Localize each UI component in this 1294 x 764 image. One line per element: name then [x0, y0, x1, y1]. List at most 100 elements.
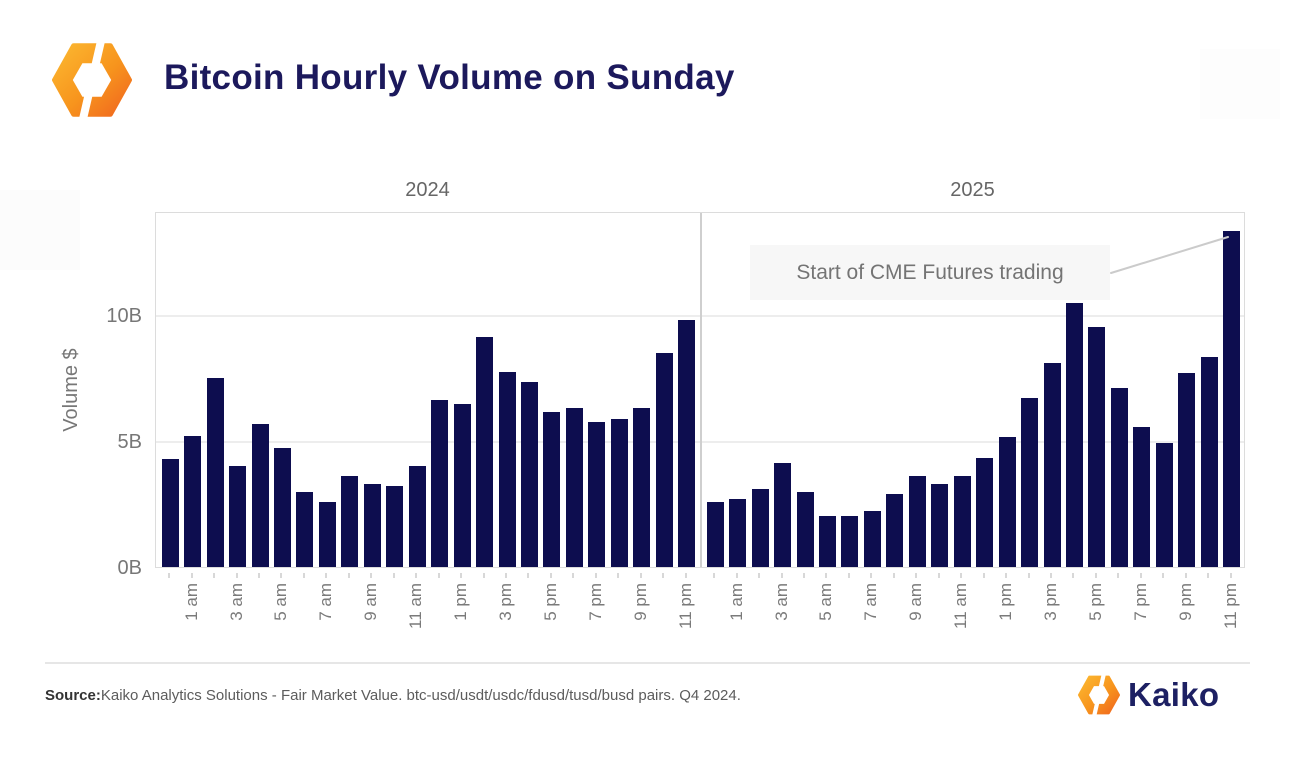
bar	[588, 421, 606, 567]
x-slot: 9 pm	[1175, 573, 1197, 665]
bar-slot	[1063, 213, 1085, 567]
x-tick-label: 3 am	[771, 583, 791, 621]
y-axis-title: Volume $	[60, 348, 82, 432]
bar	[1110, 387, 1128, 567]
x-tick-mark	[213, 573, 216, 578]
x-slot	[1152, 573, 1174, 665]
bar	[610, 419, 628, 567]
bar	[774, 463, 792, 567]
bar	[184, 435, 202, 567]
x-slot	[427, 573, 449, 665]
bar-slot	[586, 213, 608, 567]
x-tick-label: 5 pm	[1085, 583, 1105, 621]
bar-slot	[884, 213, 906, 567]
x-tick-label: 5 am	[271, 583, 291, 621]
x-slot	[928, 573, 950, 665]
bar-slot	[518, 213, 540, 567]
x-slot	[703, 573, 725, 665]
x-tick-mark	[594, 573, 597, 578]
bar-slot	[316, 213, 338, 567]
x-tick-label: 9 pm	[1175, 583, 1195, 621]
x-slot: 9 am	[905, 573, 927, 665]
bar	[633, 407, 651, 567]
x-slot	[472, 573, 494, 665]
x-slot: 3 pm	[495, 573, 517, 665]
bar	[363, 484, 381, 567]
x-tick-mark	[1184, 573, 1187, 578]
x-tick-mark	[437, 573, 440, 578]
x-tick-mark	[662, 573, 665, 578]
bar-slot	[1131, 213, 1153, 567]
x-tick-label: 11 pm	[675, 583, 695, 629]
x-tick-label: 3 pm	[496, 583, 516, 621]
source-note: Source:Kaiko Analytics Solutions - Fair …	[45, 687, 741, 704]
x-slot: 5 am	[815, 573, 837, 665]
x-slot	[517, 573, 539, 665]
bar-slot	[816, 213, 838, 567]
bar	[318, 501, 336, 567]
x-tick-label: 7 am	[316, 583, 336, 621]
bar-slot	[973, 213, 995, 567]
bar-slot	[181, 213, 203, 567]
bar-slot	[704, 213, 726, 567]
x-tick-mark	[325, 573, 328, 578]
bar	[498, 371, 516, 567]
x-tick-mark	[1229, 573, 1232, 578]
bar-slot	[271, 213, 293, 567]
x-slot	[607, 573, 629, 665]
page-title: Bitcoin Hourly Volume on Sunday	[164, 58, 735, 97]
x-tick-mark	[258, 573, 261, 578]
x-tick-label: 9 am	[361, 583, 381, 621]
bar-slot	[861, 213, 883, 567]
x-tick-mark	[482, 573, 485, 578]
bar	[408, 465, 426, 567]
x-slot	[158, 573, 180, 665]
bar-slot	[1153, 213, 1175, 567]
x-slot	[248, 573, 270, 665]
bar	[1155, 443, 1173, 567]
x-tick-mark	[1094, 573, 1097, 578]
x-tick-mark	[825, 573, 828, 578]
kaiko-wordmark: Kaiko	[1128, 676, 1220, 713]
x-slot: 5 pm	[540, 573, 562, 665]
kaiko-brand-footer: Kaiko	[1078, 674, 1219, 716]
bar-slot	[473, 213, 495, 567]
x-tick-mark	[870, 573, 873, 578]
bar-slot	[1198, 213, 1220, 567]
x-tick-mark	[505, 573, 508, 578]
bar-slot	[631, 213, 653, 567]
bar-slot	[496, 213, 518, 567]
bar	[1178, 372, 1196, 567]
annotation-label: Start of CME Futures trading	[750, 245, 1110, 300]
bar	[1043, 362, 1061, 567]
x-tick-mark	[527, 573, 530, 578]
y-tick-label: 0B	[117, 557, 142, 579]
bar	[296, 491, 314, 567]
facet-title-2025: 2025	[950, 179, 995, 201]
bar-slot	[653, 213, 675, 567]
source-text: Kaiko Analytics Solutions - Fair Market …	[100, 687, 741, 704]
bar	[976, 458, 994, 567]
plot-area: Start of CME Futures trading	[155, 212, 1245, 568]
x-slot	[1017, 573, 1039, 665]
facet-divider-line	[700, 213, 702, 567]
facet-panel-2024	[156, 213, 701, 567]
x-slot	[972, 573, 994, 665]
x-tick-label: 5 am	[816, 583, 836, 621]
x-tick-label: 9 pm	[630, 583, 650, 621]
x-tick-label: 7 pm	[1130, 583, 1150, 621]
x-tick-mark	[1117, 573, 1120, 578]
x-tick-mark	[190, 573, 193, 578]
bar-slot	[929, 213, 951, 567]
bar-slot	[361, 213, 383, 567]
bar	[229, 465, 247, 567]
bar	[520, 381, 538, 567]
x-tick-mark	[892, 573, 895, 578]
bar-slot	[159, 213, 181, 567]
bar	[1200, 356, 1218, 567]
bar	[863, 510, 881, 567]
x-tick-label: 3 am	[226, 583, 246, 621]
x-slot	[838, 573, 860, 665]
x-axis: 1 am 3 am 5 am 7 am 9 am 11 am 1 pm 3 pm 5 pm 7 p…	[155, 573, 1245, 665]
